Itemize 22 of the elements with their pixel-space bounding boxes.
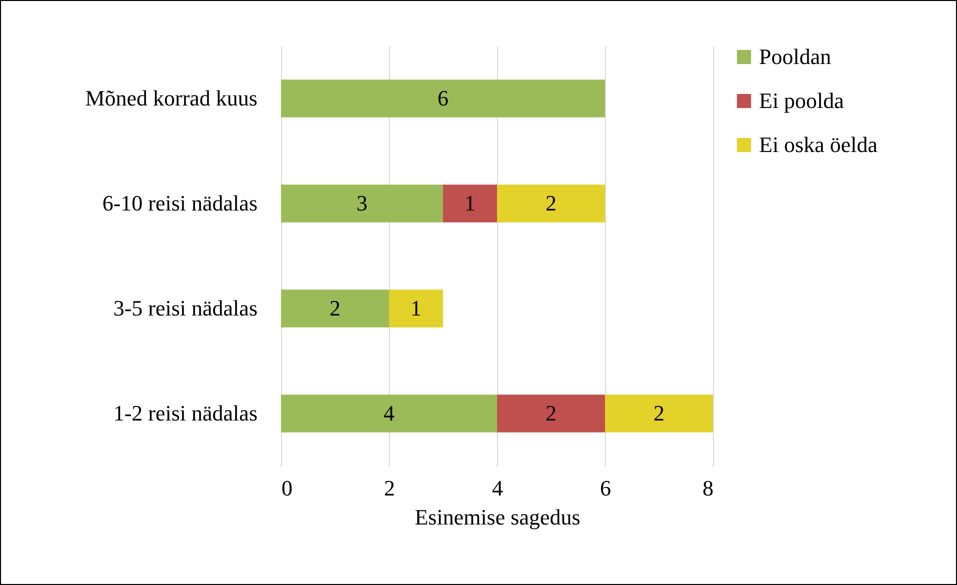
y-tick-label: Mõned korrad kuus (85, 86, 258, 110)
data-label: 2 (546, 190, 556, 216)
x-tick-label: 2 (384, 476, 395, 500)
x-tick-label: 6 (600, 476, 611, 500)
data-label: 1 (410, 296, 422, 320)
legend-label: Ei poolda (759, 88, 844, 113)
data-label: 3 (356, 190, 368, 216)
legend-label: Pooldan (759, 44, 832, 69)
x-tick-label: 0 (282, 476, 292, 500)
data-label: 6 (438, 86, 448, 110)
data-label: 2 (546, 400, 556, 426)
data-label: 1 (464, 190, 476, 216)
legend-label: Ei oska öelda (759, 132, 878, 157)
data-label: 2 (654, 400, 664, 426)
x-tick-label: 4 (492, 476, 503, 500)
y-tick-label: 1-2 reisi nädalas (113, 400, 258, 426)
data-label: 2 (330, 296, 340, 320)
x-tick-label: 8 (702, 476, 714, 500)
y-tick-label: 3-5 reisi nädalas (113, 296, 258, 320)
x-axis-title: Esinemise sagedus (414, 504, 580, 530)
data-label: 4 (384, 400, 394, 426)
y-tick-label: 6-10 reisi nädalas (102, 190, 258, 216)
